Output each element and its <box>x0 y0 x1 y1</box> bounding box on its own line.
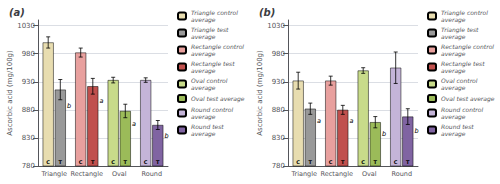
svg-text:average: average <box>191 130 216 138</box>
svg-text:930: 930 <box>22 78 35 86</box>
svg-text:T: T <box>374 159 378 165</box>
svg-text:930: 930 <box>272 78 285 86</box>
svg-text:Triangle: Triangle <box>40 170 67 178</box>
svg-text:Rectangle: Rectangle <box>321 170 353 178</box>
svg-text:Rectangle test: Rectangle test <box>441 60 485 67</box>
svg-text:average: average <box>191 113 216 121</box>
svg-text:average: average <box>441 16 466 24</box>
svg-text:average: average <box>191 16 216 24</box>
svg-text:C: C <box>296 159 300 165</box>
svg-text:Triangle: Triangle <box>290 170 317 178</box>
svg-text:b: b <box>164 132 168 140</box>
svg-text:T: T <box>91 159 95 165</box>
svg-text:Rectangle control: Rectangle control <box>441 43 494 50</box>
svg-text:average: average <box>191 33 216 41</box>
svg-text:830: 830 <box>272 134 285 142</box>
svg-text:(b): (b) <box>259 7 275 18</box>
svg-text:Triangle control: Triangle control <box>191 9 238 16</box>
svg-text:Oval test average: Oval test average <box>441 95 495 103</box>
svg-text:average: average <box>441 50 466 58</box>
svg-text:C: C <box>46 159 50 165</box>
svg-text:b: b <box>67 102 71 110</box>
svg-text:T: T <box>406 159 410 165</box>
svg-text:780: 780 <box>272 162 285 170</box>
svg-text:(a): (a) <box>9 7 25 18</box>
svg-text:C: C <box>361 159 365 165</box>
svg-text:1030: 1030 <box>267 22 285 30</box>
svg-text:a: a <box>132 120 136 128</box>
svg-text:b: b <box>414 127 418 135</box>
svg-text:Triangle test: Triangle test <box>441 26 479 33</box>
svg-text:830: 830 <box>22 134 35 142</box>
svg-text:Ascorbic acid (mg/100g): Ascorbic acid (mg/100g) <box>256 50 264 136</box>
svg-text:880: 880 <box>272 106 285 114</box>
svg-text:Round: Round <box>141 170 162 178</box>
svg-text:Ascorbic acid (mg/100g): Ascorbic acid (mg/100g) <box>6 50 14 136</box>
svg-text:T: T <box>156 159 160 165</box>
svg-text:b: b <box>382 130 386 138</box>
svg-text:C: C <box>79 159 83 165</box>
svg-text:Round test: Round test <box>191 123 224 130</box>
svg-text:Round: Round <box>391 170 412 178</box>
svg-text:average: average <box>441 33 466 41</box>
svg-text:T: T <box>59 159 63 165</box>
svg-text:Rectangle control: Rectangle control <box>191 43 244 50</box>
svg-text:880: 880 <box>22 106 35 114</box>
svg-text:Round control: Round control <box>191 106 233 113</box>
svg-text:C: C <box>144 159 148 165</box>
svg-text:average: average <box>191 84 216 92</box>
svg-text:C: C <box>394 159 398 165</box>
svg-text:980: 980 <box>272 50 285 58</box>
svg-text:average: average <box>191 67 216 75</box>
svg-text:Oval test average: Oval test average <box>191 95 245 103</box>
svg-text:average: average <box>441 113 466 121</box>
svg-text:T: T <box>124 159 128 165</box>
svg-text:average: average <box>191 50 216 58</box>
svg-text:Round control: Round control <box>441 106 483 113</box>
svg-text:Triangle test: Triangle test <box>191 26 229 33</box>
svg-text:T: T <box>341 159 345 165</box>
svg-text:average: average <box>441 67 466 75</box>
svg-text:980: 980 <box>22 50 35 58</box>
svg-text:780: 780 <box>22 162 35 170</box>
svg-text:Oval control: Oval control <box>191 77 228 84</box>
svg-text:average: average <box>441 130 466 138</box>
svg-text:Triangle control: Triangle control <box>441 9 488 16</box>
svg-text:a: a <box>349 117 353 125</box>
svg-text:a: a <box>317 117 321 125</box>
svg-text:Oval: Oval <box>362 170 377 178</box>
svg-text:Round test: Round test <box>441 123 474 130</box>
svg-text:Oval control: Oval control <box>441 77 478 84</box>
svg-text:Oval: Oval <box>112 170 127 178</box>
svg-text:C: C <box>111 159 115 165</box>
svg-text:1030: 1030 <box>17 22 35 30</box>
svg-text:C: C <box>329 159 333 165</box>
svg-text:Rectangle: Rectangle <box>71 170 103 178</box>
svg-text:Rectangle test: Rectangle test <box>191 60 235 67</box>
svg-text:T: T <box>309 159 313 165</box>
svg-text:a: a <box>99 97 103 105</box>
svg-text:average: average <box>441 84 466 92</box>
